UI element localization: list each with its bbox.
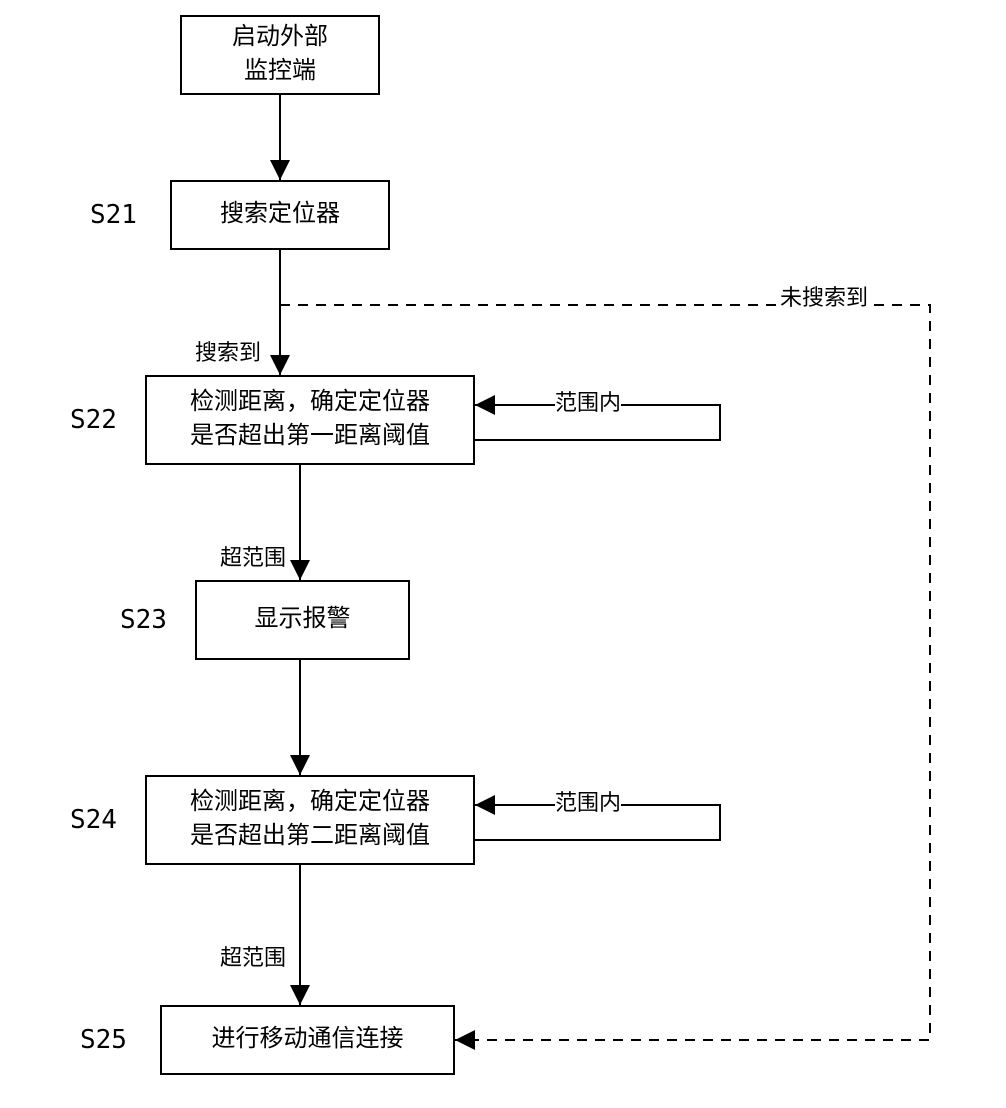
loop-label-0: 范围内 xyxy=(555,385,621,417)
flowchart-node-s24: 检测距离，确定定位器是否超出第二距离阈值 xyxy=(145,775,475,865)
edge-label-1: 搜索到 xyxy=(195,335,261,367)
flowchart-node-start: 启动外部监控端 xyxy=(180,15,380,95)
flowchart-node-s21: 搜索定位器 xyxy=(170,180,390,250)
flowchart-node-s22: 检测距离，确定定位器是否超出第一距离阈值 xyxy=(145,375,475,465)
loop-label-1: 范围内 xyxy=(555,785,621,817)
dashed-edge-label: 未搜索到 xyxy=(780,280,868,312)
step-label-s25: S25 xyxy=(80,1025,127,1055)
step-label-s21: S21 xyxy=(90,200,137,230)
flowchart-node-s25: 进行移动通信连接 xyxy=(160,1005,455,1075)
step-label-s24: S24 xyxy=(70,805,117,835)
flowchart-node-s23: 显示报警 xyxy=(195,580,410,660)
step-label-s23: S23 xyxy=(120,605,167,635)
edge-label-4: 超范围 xyxy=(220,940,286,972)
edge-label-2: 超范围 xyxy=(220,540,286,572)
step-label-s22: S22 xyxy=(70,405,117,435)
